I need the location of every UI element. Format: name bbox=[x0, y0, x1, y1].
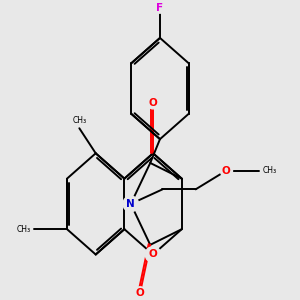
Circle shape bbox=[220, 164, 232, 177]
Text: O: O bbox=[222, 166, 231, 176]
Text: O: O bbox=[149, 98, 158, 108]
Text: CH₃: CH₃ bbox=[262, 166, 276, 175]
Text: CH₃: CH₃ bbox=[17, 225, 31, 234]
Circle shape bbox=[154, 2, 166, 13]
Text: F: F bbox=[156, 3, 164, 13]
Text: CH₃: CH₃ bbox=[72, 116, 86, 125]
Text: O: O bbox=[149, 250, 158, 260]
Circle shape bbox=[123, 196, 139, 212]
Text: O: O bbox=[136, 288, 144, 298]
Circle shape bbox=[134, 287, 146, 299]
Circle shape bbox=[147, 97, 159, 109]
Circle shape bbox=[145, 247, 161, 262]
Text: N: N bbox=[126, 199, 135, 209]
